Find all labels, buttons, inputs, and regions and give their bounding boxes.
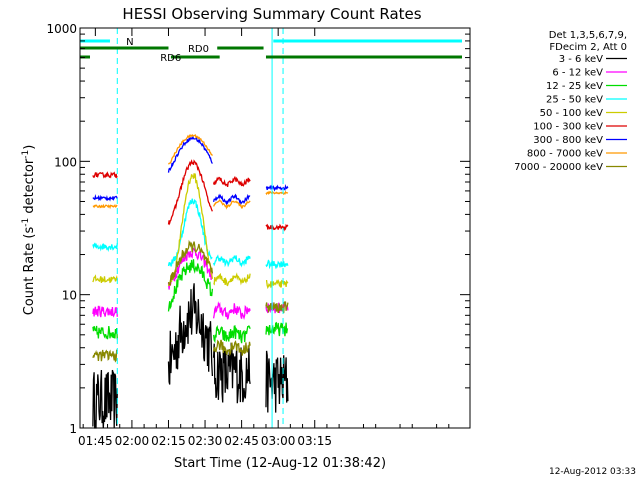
legend-label-0: 3 - 6 keV	[559, 54, 603, 65]
axes: 01:45 02:00 02:15 02:30 02:45 03:00 03:15 1 10 10…	[46, 22, 471, 448]
y-tick-label-3: 1000	[46, 22, 77, 36]
y-axis-label-main: Count Rate (s	[22, 227, 37, 316]
legend-label-6: 300 - 800 keV	[533, 135, 603, 146]
x-tick-label-1: 02:00	[115, 434, 150, 448]
series-line-3	[92, 198, 289, 270]
legend-label-2: 12 - 25 keV	[546, 81, 603, 92]
legend: Det 1,3,5,6,7,9,FDecim 2, Att 03 - 6 keV…	[514, 30, 627, 173]
chart-title: HESSI Observing Summary Count Rates	[122, 5, 421, 23]
legend-header-0: Det 1,3,5,6,7,9,	[549, 30, 627, 41]
y-tick-label-0: 1	[69, 422, 77, 436]
legend-label-4: 50 - 100 keV	[540, 108, 604, 119]
x-tick-label-5: 03:00	[261, 434, 296, 448]
x-tick-label-0: 01:45	[78, 434, 113, 448]
series-line-6	[92, 135, 289, 206]
series-line-4	[92, 172, 289, 290]
legend-header-1: FDecim 2, Att 0	[549, 42, 627, 53]
x-tick-label-6: 03:15	[297, 434, 332, 448]
series-line-2	[92, 259, 289, 344]
legend-label-3: 25 - 50 keV	[546, 95, 603, 106]
y-axis-label-end: )	[22, 145, 37, 150]
y-axis-label-mid: detector	[22, 158, 37, 218]
y-axis-label-sup2: -1	[21, 150, 31, 159]
x-axis-label: Start Time (12-Aug-12 01:38:42)	[174, 456, 386, 471]
x-tick-label-3: 02:30	[188, 434, 223, 448]
series-line-8	[92, 239, 289, 363]
legend-label-8: 7000 - 20000 keV	[514, 162, 603, 173]
rd6-label: RD6	[160, 53, 181, 64]
plot-frame	[79, 27, 471, 429]
x-tick-label-2: 02:15	[151, 434, 186, 448]
timestamp: 12-Aug-2012 03:33	[549, 467, 636, 477]
legend-label-1: 6 - 12 keV	[552, 68, 603, 79]
legend-label-5: 100 - 300 keV	[533, 122, 603, 133]
legend-label-7: 800 - 7000 keV	[527, 149, 603, 160]
series-line-5	[92, 159, 289, 232]
y-axis-label: Count Rate (s-1 detector-1)	[21, 145, 37, 316]
night-label: N	[126, 37, 133, 48]
data-curves	[92, 133, 289, 429]
y-tick-label-1: 10	[62, 289, 77, 303]
series-line-1	[92, 247, 289, 321]
x-tick-label-4: 02:45	[224, 434, 259, 448]
series-line-7	[92, 133, 289, 210]
rd0-label: RD0	[188, 44, 209, 55]
series-line-0	[92, 283, 289, 429]
y-tick-label-2: 100	[54, 155, 77, 169]
y-axis-label-sup1: -1	[21, 218, 31, 227]
